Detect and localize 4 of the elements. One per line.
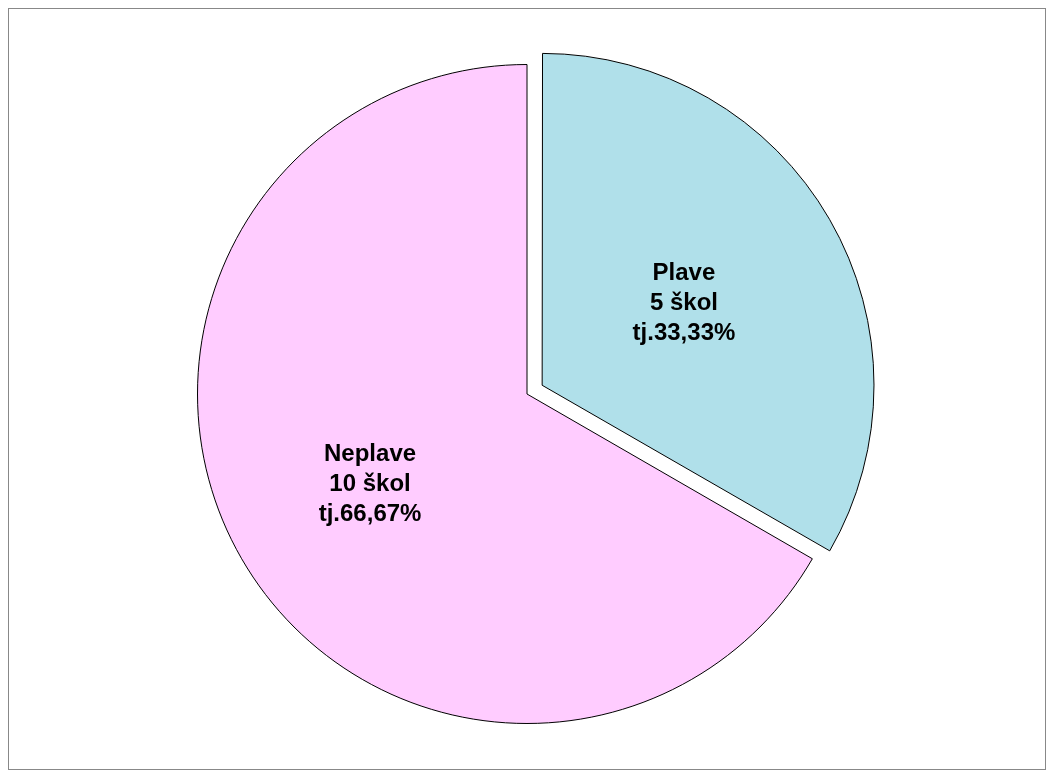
data-label: 10 škol tj.66,67% xyxy=(318,469,422,527)
slice-label: Neplave xyxy=(324,439,417,467)
slice-label: Plave xyxy=(652,258,716,286)
data-label: 5 škol tj.33,33% xyxy=(632,288,736,346)
